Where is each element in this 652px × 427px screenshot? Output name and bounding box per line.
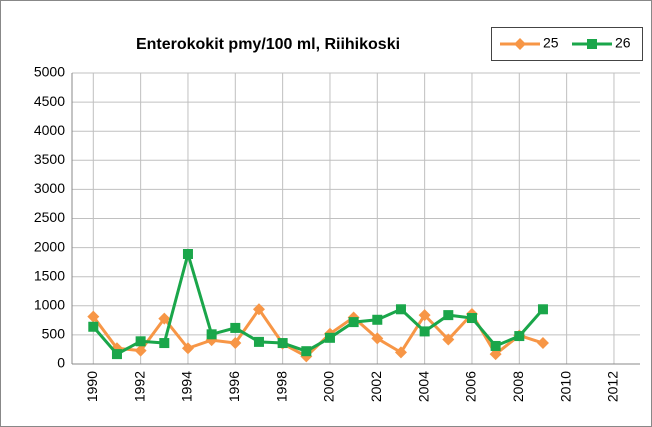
marker (88, 321, 99, 332)
marker (348, 317, 359, 328)
x-tick-label: 1998 (273, 371, 289, 402)
x-tick-label: 2002 (368, 371, 384, 402)
marker (252, 303, 265, 316)
chart-title: Enterokokit pmy/100 ml, Riihikoski (136, 36, 400, 53)
marker (182, 249, 193, 260)
marker (159, 338, 170, 349)
marker (442, 333, 455, 346)
y-tick-label: 3000 (34, 180, 65, 196)
marker (371, 332, 384, 345)
x-tick-label: 1992 (131, 371, 147, 402)
marker (134, 344, 147, 357)
y-tick-label: 5000 (34, 64, 65, 80)
x-tick-label: 2000 (321, 371, 337, 402)
marker (536, 337, 549, 350)
y-tick-label: 4000 (34, 122, 65, 138)
marker (229, 337, 242, 350)
legend-label: 26 (615, 35, 631, 51)
x-tick-label: 1996 (226, 371, 242, 402)
marker (514, 331, 525, 342)
y-tick-label: 2000 (34, 238, 65, 254)
legend-marker (514, 38, 526, 50)
marker (394, 346, 407, 359)
marker (253, 336, 264, 347)
marker (466, 313, 477, 324)
legend-label: 25 (543, 35, 559, 51)
marker (537, 304, 548, 315)
marker (277, 338, 288, 349)
marker (135, 336, 146, 347)
marker (490, 340, 501, 351)
x-tick-label: 2012 (605, 371, 621, 402)
marker (181, 342, 194, 355)
marker (419, 326, 430, 337)
marker (87, 310, 100, 323)
x-tick-label: 1990 (84, 371, 100, 402)
y-tick-label: 500 (42, 326, 66, 342)
x-tick-label: 2004 (415, 371, 431, 402)
marker (418, 309, 431, 322)
marker (230, 322, 241, 333)
y-tick-label: 2500 (34, 209, 65, 225)
y-tick-label: 0 (57, 355, 65, 371)
y-tick-label: 1500 (34, 267, 65, 283)
marker (372, 314, 383, 325)
marker (324, 332, 335, 343)
marker (111, 349, 122, 360)
marker (443, 310, 454, 321)
marker (158, 312, 171, 325)
x-tick-label: 2008 (510, 371, 526, 402)
x-tick-label: 2010 (557, 371, 573, 402)
legend-marker (587, 39, 597, 49)
x-tick-label: 1994 (179, 371, 195, 402)
legend-box (491, 27, 643, 61)
y-tick-label: 3500 (34, 151, 65, 167)
series (88, 248, 548, 360)
marker (395, 304, 406, 315)
x-tick-label: 2006 (463, 371, 479, 402)
marker (489, 348, 502, 361)
y-tick-label: 1000 (34, 297, 65, 313)
marker (206, 329, 217, 340)
y-tick-label: 4500 (34, 93, 65, 109)
marker (301, 346, 312, 357)
